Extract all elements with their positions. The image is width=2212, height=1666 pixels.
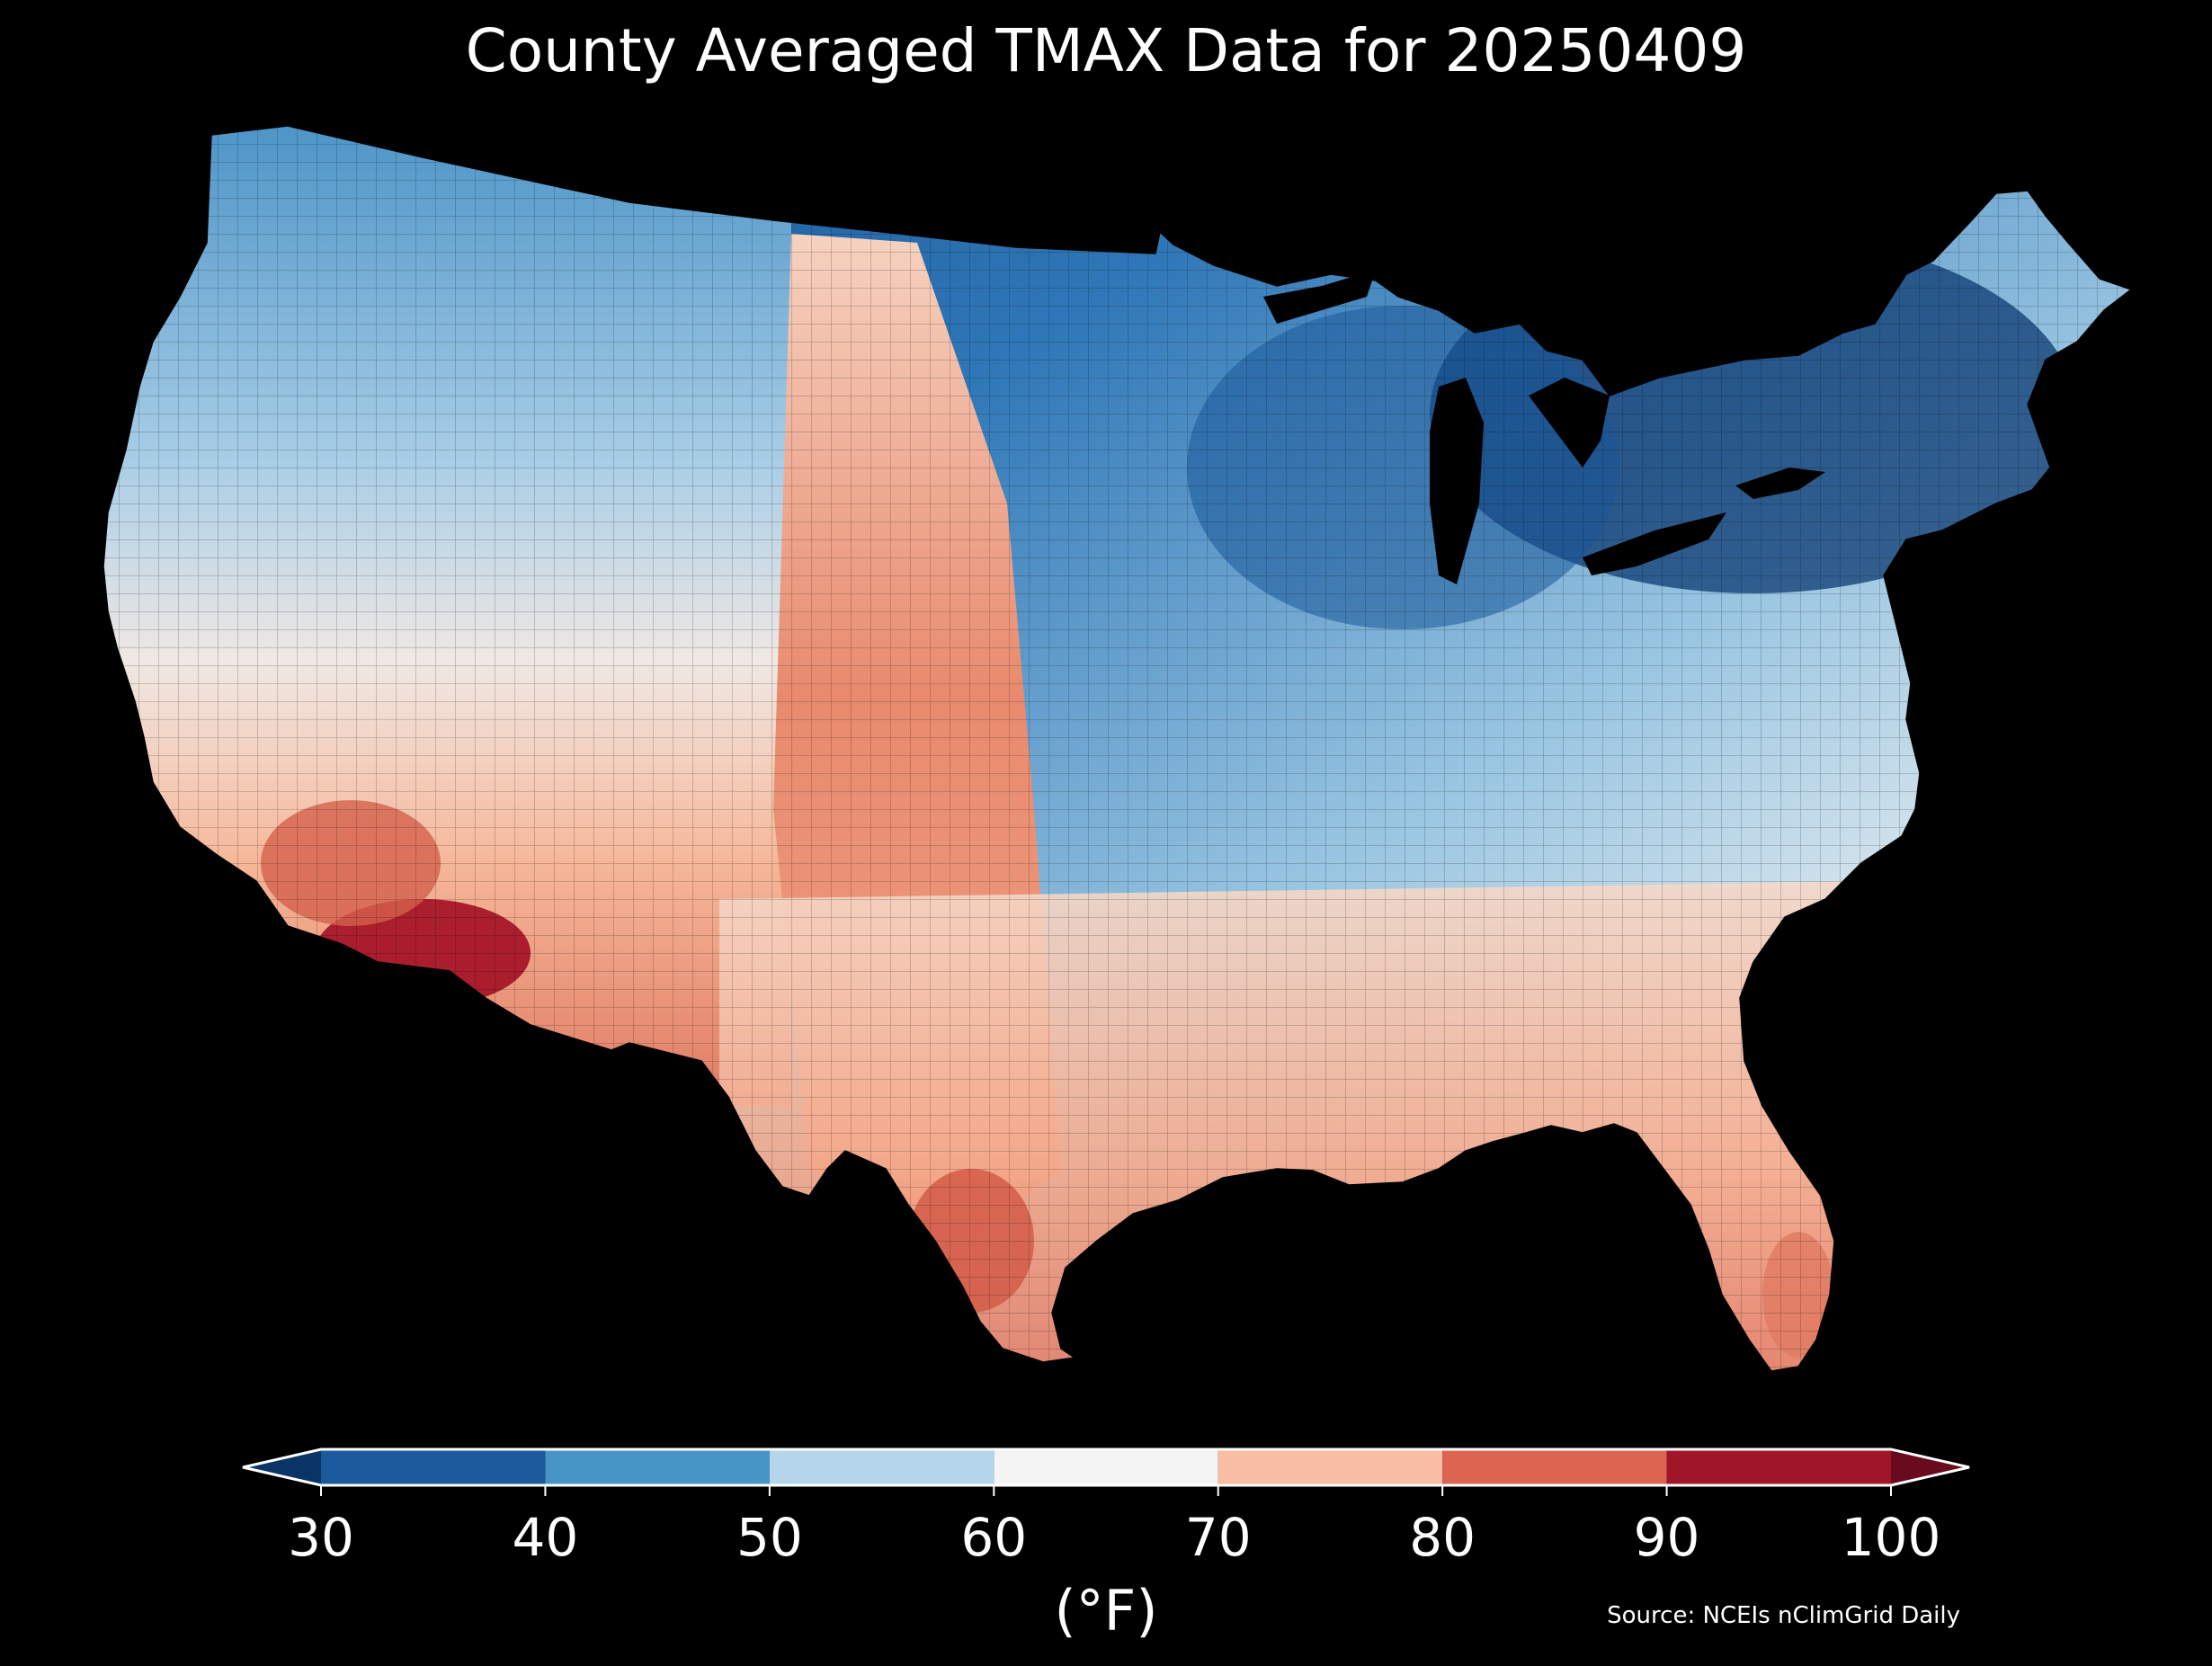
colorbar: 30 40 50 60 70 80 90 100 xyxy=(242,1448,1970,1568)
colorbar-tick-label: 50 xyxy=(736,1507,803,1568)
colorbar-tick-label: 30 xyxy=(288,1507,354,1568)
colorbar-tick-label: 90 xyxy=(1634,1507,1700,1568)
us-county-map xyxy=(103,125,2132,1372)
colorbar-under-triangle xyxy=(243,1449,321,1485)
colorbar-bin-60-70 xyxy=(994,1449,1218,1485)
colorbar-over-triangle xyxy=(1891,1449,1969,1485)
colorbar-tick-label: 60 xyxy=(960,1507,1027,1568)
colorbar-tick-label: 100 xyxy=(1842,1507,1941,1568)
colorbar-bin-70-80 xyxy=(1217,1449,1443,1485)
colorbar-unit-label: (°F) xyxy=(1054,1578,1158,1644)
colorbar-bin-90-100 xyxy=(1666,1449,1891,1485)
colorbar-bin-30-40 xyxy=(321,1449,546,1485)
colorbar-bin-40-50 xyxy=(545,1449,770,1485)
colorbar-tick-label: 70 xyxy=(1185,1507,1252,1568)
colorbar-tick-label: 80 xyxy=(1409,1507,1476,1568)
map-title: County Averaged TMAX Data for 20250409 xyxy=(465,16,1747,85)
county-fill-layer xyxy=(103,126,2131,1371)
colorbar-bin-50-60 xyxy=(769,1449,995,1485)
great-lakes xyxy=(1263,270,1825,584)
source-credit: Source: NCEIs nClimGrid Daily xyxy=(1607,1602,1960,1629)
colorbar-tick-label: 40 xyxy=(513,1507,579,1568)
colorbar-bin-80-90 xyxy=(1442,1449,1667,1485)
